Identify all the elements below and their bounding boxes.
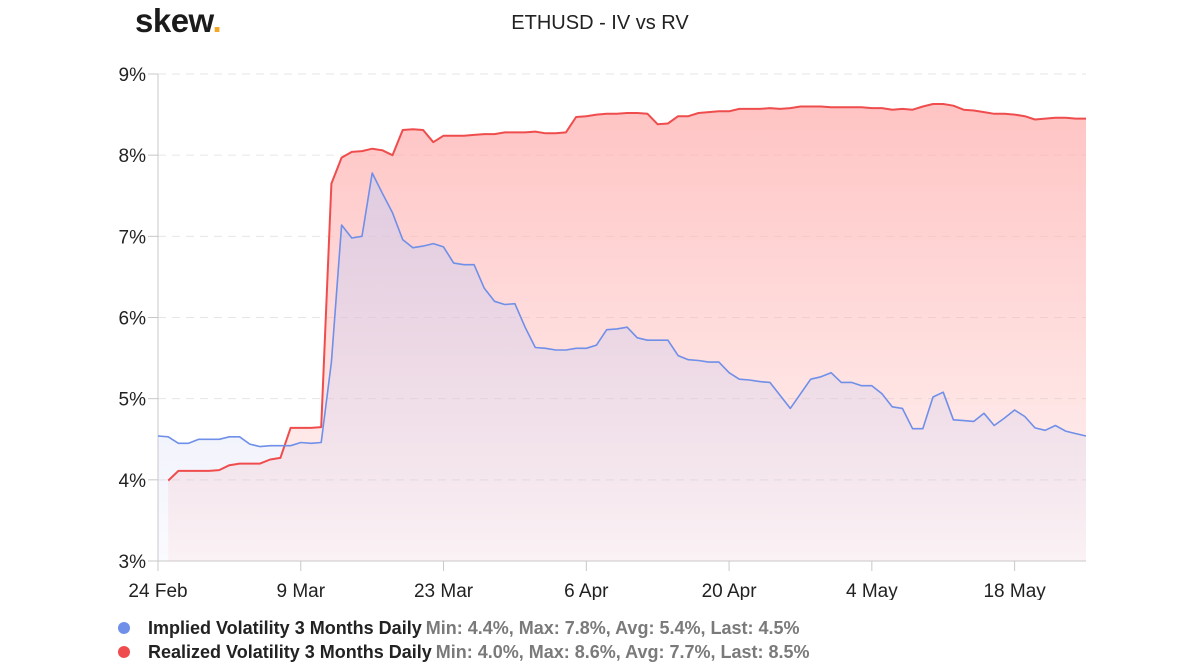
series-layer xyxy=(157,103,1087,561)
legend-name-realized: Realized Volatility 3 Months Daily xyxy=(148,642,432,662)
realized-volatility-line xyxy=(167,103,1086,482)
chart-title: ETHUSD - IV vs RV xyxy=(511,12,689,34)
x-tick-label: 6 Apr xyxy=(564,581,609,600)
y-tick-label: 8% xyxy=(119,146,147,167)
y-tick-label: 9% xyxy=(119,65,147,86)
x-tick-label: 9 Mar xyxy=(276,581,325,600)
y-tick-label: 5% xyxy=(119,390,147,411)
brand-name: skew xyxy=(135,2,213,39)
legend-item-implied[interactable]: Implied Volatility 3 Months Daily Min: 4… xyxy=(118,616,810,640)
brand-dot: . xyxy=(212,2,222,39)
skew-logo: skew. xyxy=(135,2,222,40)
y-tick-label: 3% xyxy=(119,552,147,573)
y-axis-ticks: 3% 4% 5% 6% 7% 8% 9% xyxy=(119,65,158,573)
legend-dot-realized xyxy=(118,646,130,658)
x-tick-label: 24 Feb xyxy=(128,581,187,600)
legend-item-realized[interactable]: Realized Volatility 3 Months Daily Min: … xyxy=(118,640,810,664)
y-tick-label: 4% xyxy=(119,471,147,492)
implied-volatility-line xyxy=(157,172,1087,448)
implied-volatility-area xyxy=(158,173,1086,561)
x-tick-label: 23 Mar xyxy=(414,581,474,600)
legend: Implied Volatility 3 Months Daily Min: 4… xyxy=(118,616,810,664)
legend-stats-realized: Min: 4.0%, Max: 8.6%, Avg: 7.7%, Last: 8… xyxy=(435,642,810,662)
x-axis-ticks: 24 Feb 9 Mar 23 Mar 6 Apr 20 Apr 4 May 18 May xyxy=(128,561,1046,600)
y-tick-label: 7% xyxy=(119,227,147,248)
volatility-chart: 3% 4% 5% 6% 7% 8% 9% 24 Feb 9 Mar 23 Mar 6 Apr 20 … xyxy=(119,65,1087,600)
x-tick-label: 20 Apr xyxy=(702,581,758,600)
y-tick-label: 6% xyxy=(119,309,147,330)
x-tick-label: 4 May xyxy=(846,581,898,600)
legend-dot-implied xyxy=(118,622,130,634)
legend-stats-implied: Min: 4.4%, Max: 7.8%, Avg: 5.4%, Last: 4… xyxy=(425,618,800,638)
x-tick-label: 18 May xyxy=(983,581,1046,600)
legend-name-implied: Implied Volatility 3 Months Daily xyxy=(148,618,422,638)
